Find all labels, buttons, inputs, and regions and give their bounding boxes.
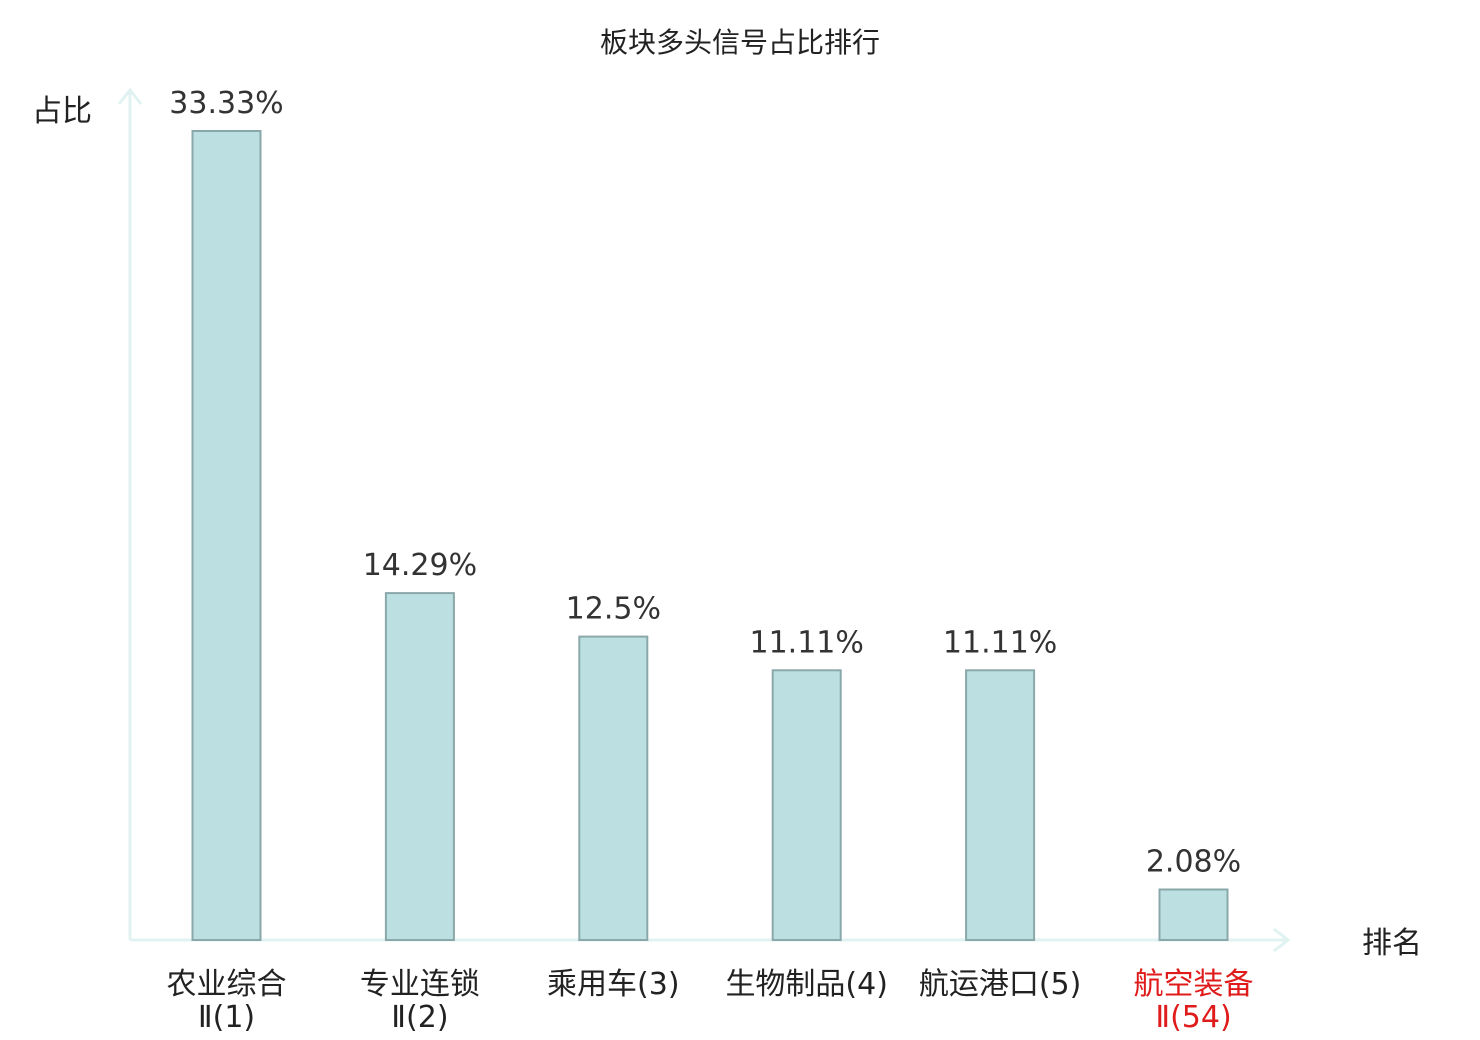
category-label: 生物制品(4) (725, 967, 888, 1002)
bar (771, 669, 842, 941)
category-label: 专业连锁 (360, 967, 480, 1002)
bar-value-label: 14.29% (363, 548, 477, 583)
value-labels: 33.33% 14.29% 12.5% 11.11% 11.11% 2.08% (169, 86, 1241, 880)
category-label: Ⅱ(2) (391, 1000, 448, 1035)
category-label: Ⅱ(1) (198, 1000, 255, 1035)
bar-value-label: 12.5% (566, 592, 661, 627)
category-label: 航空装备 (1134, 967, 1254, 1002)
y-axis-label: 占比 (32, 94, 92, 129)
chart-title: 板块多头信号占比排行 (600, 26, 880, 59)
bar-value-label: 11.11% (750, 625, 864, 660)
category-label: 航运港口(5) (919, 967, 1082, 1002)
y-axis-arrow-icon (117, 87, 143, 105)
bar-value-label: 2.08% (1146, 845, 1241, 880)
bar (191, 130, 262, 941)
category-label: 乘用车(3) (547, 967, 680, 1002)
bar-value-label: 33.33% (169, 86, 283, 121)
bar (384, 592, 455, 941)
category-label: 农业综合 (167, 967, 287, 1002)
bar (965, 669, 1036, 941)
bar (578, 635, 649, 941)
x-axis-label: 排名 (1362, 926, 1422, 961)
bars (191, 130, 1229, 941)
axes (117, 87, 1291, 953)
x-axis-arrow-icon (1273, 927, 1291, 953)
bar-value-label: 11.11% (943, 625, 1057, 660)
category-label: Ⅱ(54) (1155, 1000, 1231, 1035)
bar (1158, 888, 1229, 941)
